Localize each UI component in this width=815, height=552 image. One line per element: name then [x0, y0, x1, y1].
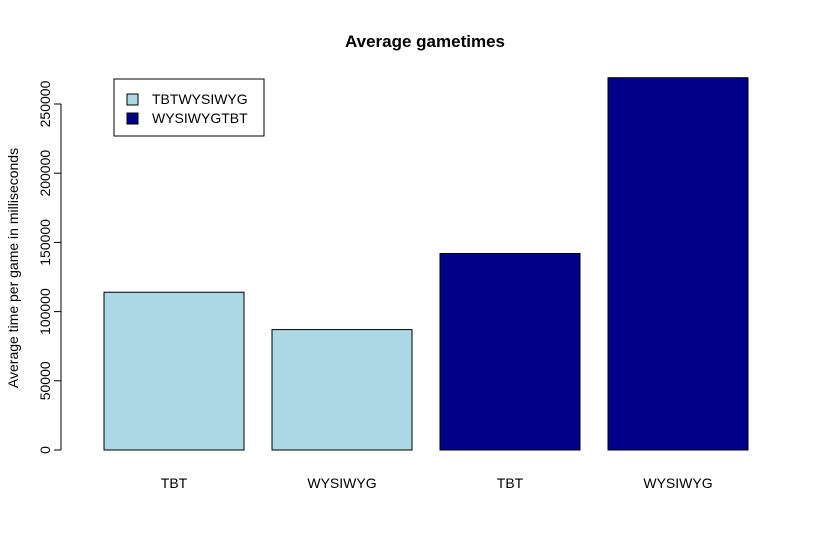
- y-tick-label: 0: [37, 446, 53, 454]
- legend-label-wysiwygtbt: WYSIWYGTBT: [152, 110, 248, 126]
- x-tick-label: WYSIWYG: [643, 475, 712, 491]
- bar-tbt-tbtwysiwyg: [103, 291, 245, 451]
- bar-wysiwyg-wysiwygtbt: [607, 77, 749, 451]
- y-axis: 0 50000 100000 150000 200000 250000: [37, 80, 62, 454]
- y-tick-label: 150000: [37, 219, 53, 266]
- chart-title: Average gametimes: [345, 32, 505, 51]
- legend: TBTWYSIWYG WYSIWYGTBT: [113, 78, 265, 137]
- legend-label-tbtwysiwyg: TBTWYSIWYG: [152, 91, 248, 107]
- y-axis-label: Average time per game in milliseconds: [5, 148, 21, 388]
- bar-tbt-wysiwygtbt: [439, 252, 581, 451]
- y-tick-label: 250000: [37, 80, 53, 127]
- y-tick-label: 200000: [37, 150, 53, 197]
- legend-swatch-wysiwygtbt: [126, 112, 139, 125]
- x-tick-label: TBT: [497, 475, 524, 491]
- x-tick-label: WYSIWYG: [307, 475, 376, 491]
- y-tick-label: 100000: [37, 288, 53, 335]
- legend-swatch-tbtwysiwyg: [126, 93, 139, 106]
- bar-wysiwyg-tbtwysiwyg: [271, 329, 413, 451]
- y-tick-label: 50000: [37, 361, 53, 400]
- x-tick-label: TBT: [161, 475, 188, 491]
- x-axis-labels: TBT WYSIWYG TBT WYSIWYG: [161, 475, 713, 491]
- legend-box: [113, 78, 265, 137]
- bars: [103, 77, 749, 451]
